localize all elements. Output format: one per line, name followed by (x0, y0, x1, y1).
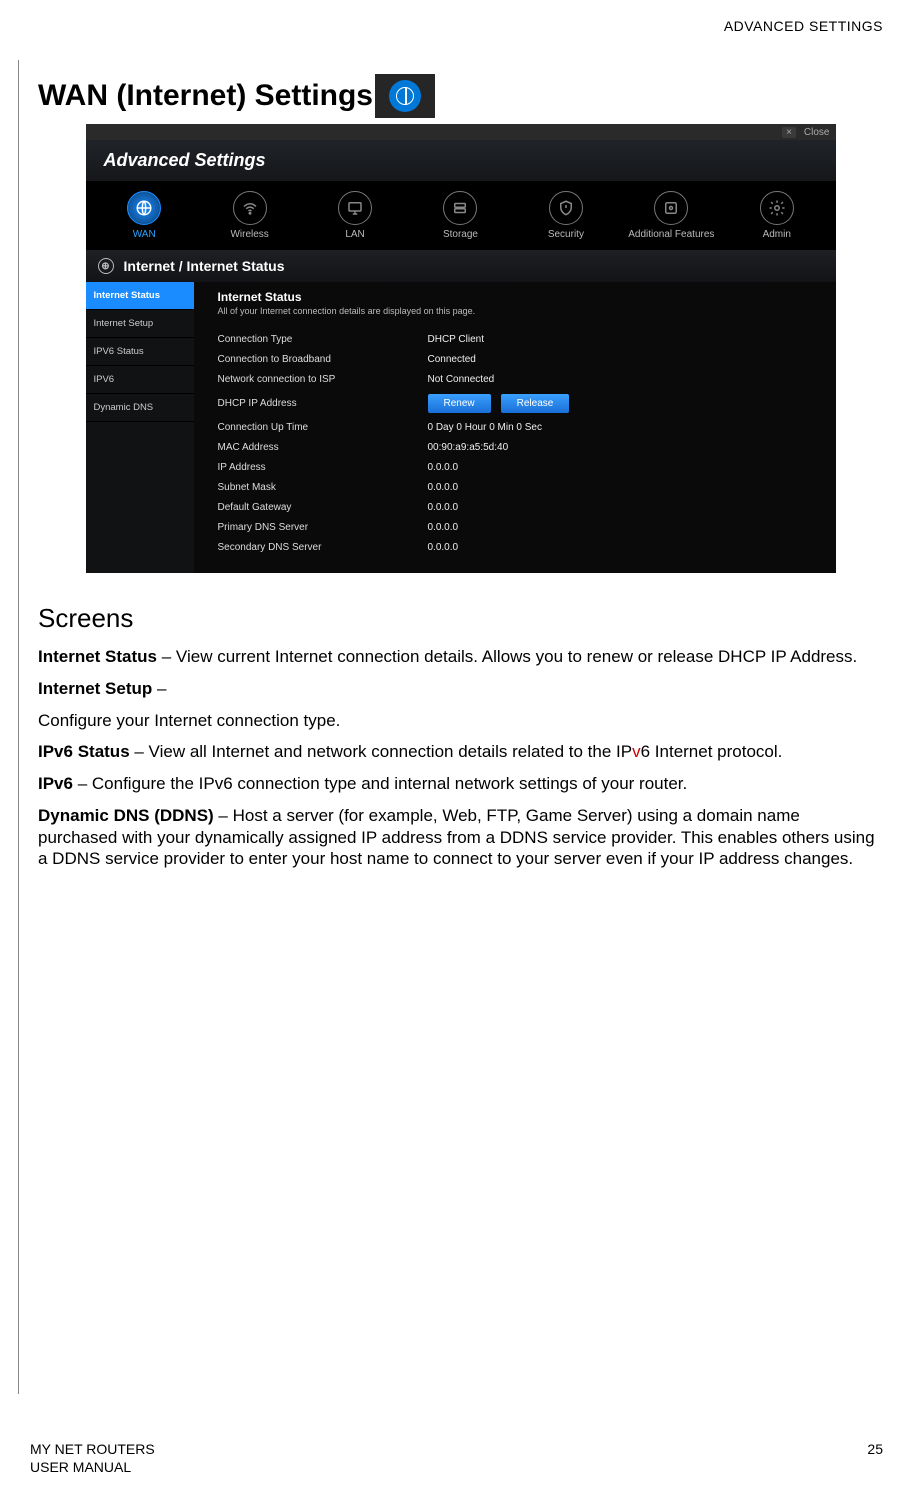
breadcrumb-bar: ⊕ Internet / Internet Status (86, 250, 836, 282)
status-value: 0 Day 0 Hour 0 Min 0 Sec (428, 422, 822, 433)
nav-wan[interactable]: WAN (92, 187, 197, 248)
status-label: Primary DNS Server (218, 522, 428, 533)
status-value: 0.0.0.0 (428, 522, 822, 533)
sidebar-ipv6[interactable]: IPV6 (86, 366, 194, 394)
header-section-label: ADVANCED SETTINGS (30, 18, 883, 34)
status-label: Connection to Broadband (218, 354, 428, 365)
gear-icon (760, 191, 794, 225)
nav-security[interactable]: Security (513, 187, 618, 248)
globe-small-icon: ⊕ (98, 258, 114, 274)
nav-lan[interactable]: LAN (302, 187, 407, 248)
globe-icon (127, 191, 161, 225)
sidebar-ddns[interactable]: Dynamic DNS (86, 394, 194, 422)
status-label: DHCP IP Address (218, 398, 428, 409)
nav-label: WAN (133, 229, 156, 240)
wifi-icon (233, 191, 267, 225)
status-value: Not Connected (428, 374, 822, 385)
screens-heading: Screens (38, 603, 883, 634)
nav-additional[interactable]: Additional Features (619, 187, 724, 248)
status-value: Renew Release (428, 394, 822, 413)
status-value: DHCP Client (428, 334, 822, 345)
status-grid: Connection TypeDHCP ClientConnection to … (218, 334, 822, 553)
nav-storage[interactable]: Storage (408, 187, 513, 248)
nav-label: Additional Features (628, 229, 714, 240)
sidebar-internet-status[interactable]: Internet Status (86, 282, 194, 310)
sidebar-internet-setup[interactable]: Internet Setup (86, 310, 194, 338)
page-footer: MY NET ROUTERS USER MANUAL 25 (30, 1441, 883, 1476)
desc-internet-status: Internet Status – View current Internet … (38, 646, 883, 668)
breadcrumb-text: Internet / Internet Status (124, 258, 285, 274)
nav-label: Admin (763, 229, 791, 240)
pane-title: Internet Status (218, 290, 822, 304)
pane-subtitle: All of your Internet connection details … (218, 306, 822, 316)
desc-ddns: Dynamic DNS (DDNS) – Host a server (for … (38, 805, 883, 870)
screenshot-banner: Advanced Settings (86, 140, 836, 181)
status-value: 0.0.0.0 (428, 502, 822, 513)
status-label: IP Address (218, 462, 428, 473)
sidebar: Internet Status Internet Setup IPV6 Stat… (86, 282, 194, 573)
status-label: Default Gateway (218, 502, 428, 513)
status-label: MAC Address (218, 442, 428, 453)
storage-icon (443, 191, 477, 225)
nav-label: Wireless (230, 229, 268, 240)
close-label[interactable]: Close (804, 127, 830, 138)
status-label: Secondary DNS Server (218, 542, 428, 553)
close-x-icon[interactable]: × (782, 127, 796, 138)
status-value: 0.0.0.0 (428, 462, 822, 473)
globe-icon (389, 80, 421, 112)
desc-ipv6: IPv6 – Configure the IPv6 connection typ… (38, 773, 883, 795)
status-label: Subnet Mask (218, 482, 428, 493)
desc-internet-setup-line2: Configure your Internet connection type. (38, 710, 883, 732)
status-value: 0.0.0.0 (428, 482, 822, 493)
screenshot-close-bar: × Close (86, 124, 836, 140)
nav-admin[interactable]: Admin (724, 187, 829, 248)
nav-wireless[interactable]: Wireless (197, 187, 302, 248)
puzzle-icon (654, 191, 688, 225)
status-value: 0.0.0.0 (428, 542, 822, 553)
shield-icon (549, 191, 583, 225)
title-row: WAN (Internet) Settings (38, 74, 883, 118)
status-label: Connection Type (218, 334, 428, 345)
status-value: 00:90:a9:a5:5d:40 (428, 442, 822, 453)
release-button[interactable]: Release (501, 394, 570, 413)
wan-title-icon (375, 74, 435, 118)
status-value: Connected (428, 354, 822, 365)
main-pane: Internet Status All of your Internet con… (194, 282, 836, 573)
nav-strip: WAN Wireless LAN Storage (86, 181, 836, 250)
vertical-rule (18, 60, 19, 1394)
nav-label: Security (548, 229, 584, 240)
sidebar-ipv6-status[interactable]: IPV6 Status (86, 338, 194, 366)
page-number: 25 (867, 1441, 883, 1476)
footer-line2: USER MANUAL (30, 1459, 155, 1477)
router-ui-screenshot: × Close Advanced Settings WAN Wireless (86, 124, 836, 573)
page-title: WAN (Internet) Settings (38, 79, 373, 113)
status-label: Network connection to ISP (218, 374, 428, 385)
nav-label: Storage (443, 229, 478, 240)
nav-label: LAN (345, 229, 364, 240)
desc-internet-setup: Internet Setup – (38, 678, 883, 700)
monitor-icon (338, 191, 372, 225)
desc-ipv6-status: IPv6 Status – View all Internet and netw… (38, 741, 883, 763)
status-label: Connection Up Time (218, 422, 428, 433)
renew-button[interactable]: Renew (428, 394, 491, 413)
footer-line1: MY NET ROUTERS (30, 1441, 155, 1459)
